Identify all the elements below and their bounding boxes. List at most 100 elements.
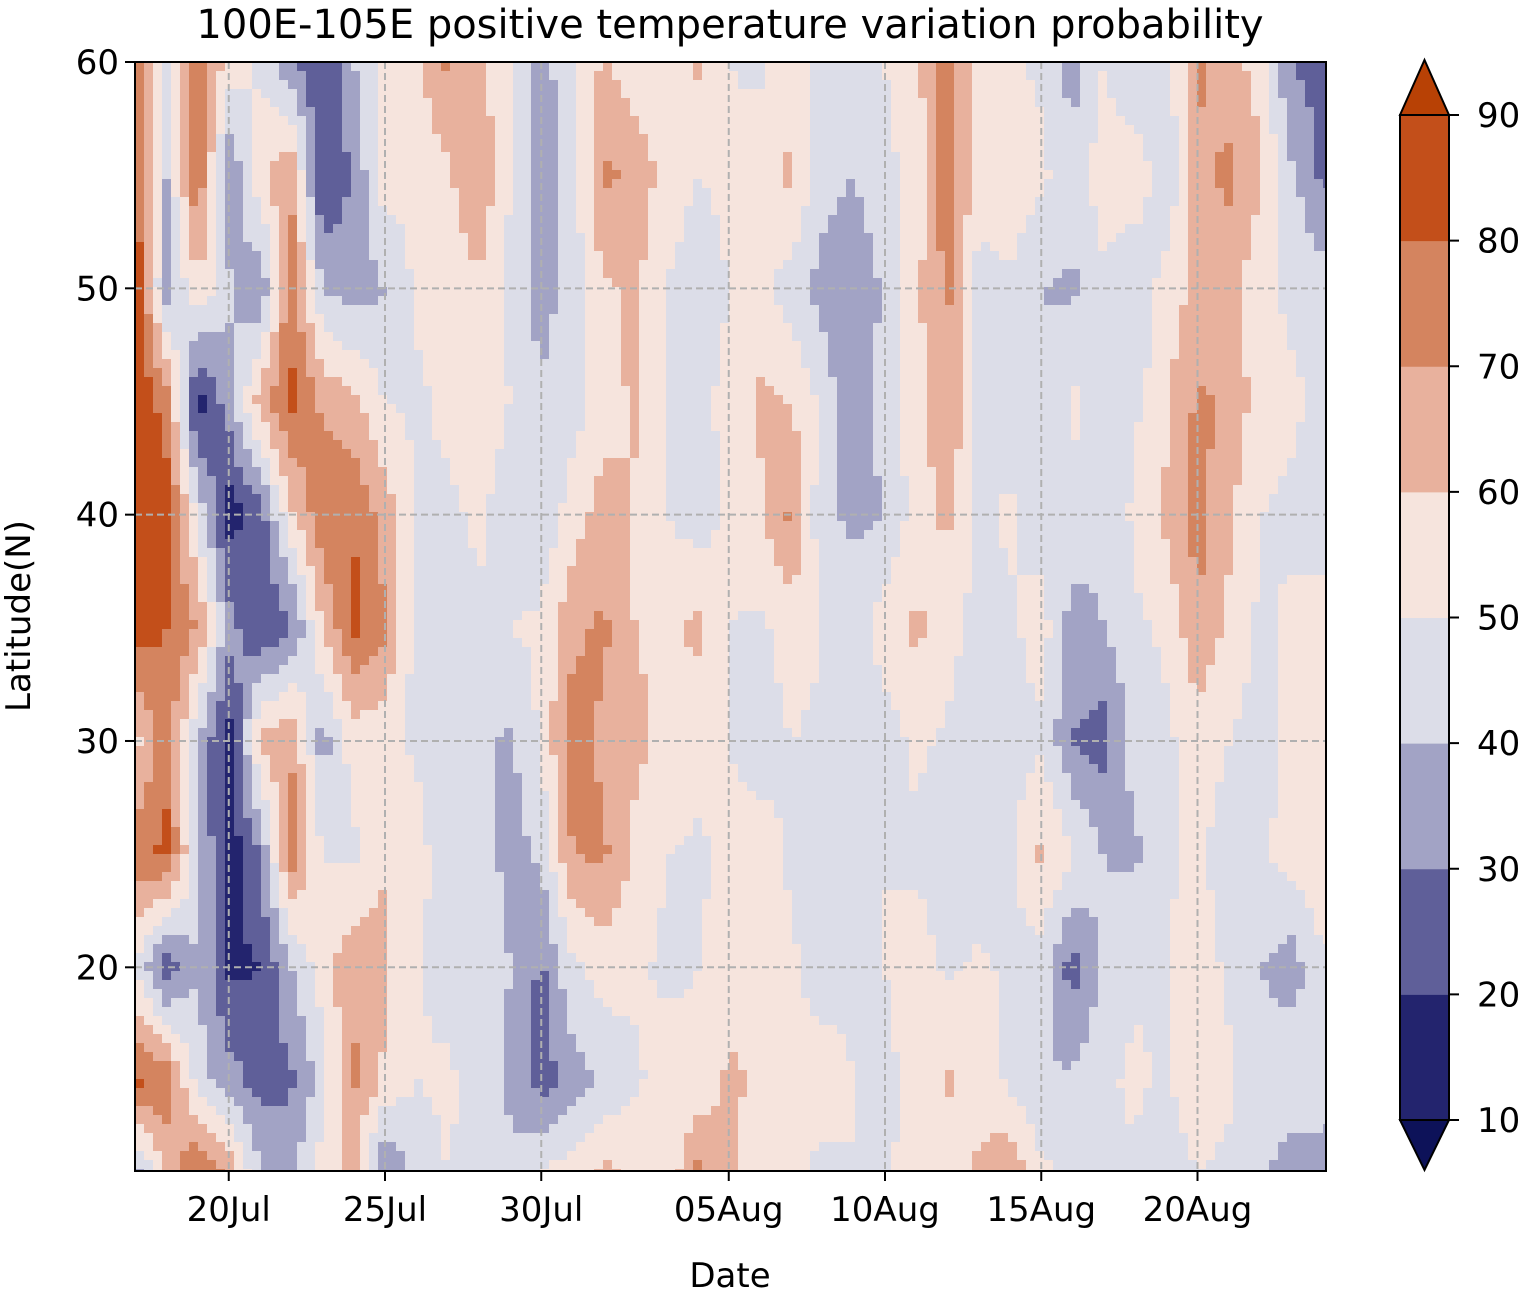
contour-cell xyxy=(729,188,739,198)
contour-cell xyxy=(684,233,694,243)
contour-cell xyxy=(486,80,496,90)
contour-cell xyxy=(513,170,523,180)
contour-cell xyxy=(396,350,406,360)
contour-cell xyxy=(585,260,595,270)
contour-cell xyxy=(801,170,811,180)
contour-cell xyxy=(1260,125,1270,135)
contour-cell xyxy=(612,260,622,270)
contour-cell xyxy=(261,314,271,324)
contour-cell xyxy=(855,341,865,351)
contour-cell xyxy=(189,170,199,180)
contour-cell xyxy=(621,116,631,126)
contour-cell xyxy=(1053,62,1063,72)
contour-cell xyxy=(657,278,667,288)
contour-cell xyxy=(1008,161,1018,171)
contour-cell xyxy=(459,359,469,369)
contour-cell xyxy=(468,269,478,279)
contour-cell xyxy=(765,116,775,126)
contour-cell xyxy=(837,314,847,324)
contour-cell xyxy=(504,143,514,153)
contour-cell xyxy=(756,305,766,315)
contour-cell xyxy=(1035,116,1045,126)
contour-cell xyxy=(441,314,451,324)
contour-cell xyxy=(1242,152,1252,162)
contour-cell xyxy=(747,341,757,351)
contour-cell xyxy=(693,98,703,108)
contour-cell xyxy=(909,215,919,225)
contour-cell xyxy=(495,341,505,351)
contour-cell xyxy=(558,98,568,108)
contour-cell xyxy=(981,278,991,288)
contour-cell xyxy=(972,359,982,369)
contour-cell xyxy=(684,170,694,180)
contour-cell xyxy=(189,287,199,297)
contour-cell xyxy=(351,143,361,153)
contour-cell xyxy=(369,134,379,144)
contour-cell xyxy=(1323,242,1326,252)
contour-cell xyxy=(315,107,325,117)
contour-cell xyxy=(756,80,766,90)
contour-cell xyxy=(423,188,433,198)
contour-cell xyxy=(1170,242,1180,252)
contour-cell xyxy=(1071,152,1081,162)
contour-cell xyxy=(576,98,586,108)
contour-cell xyxy=(504,224,514,234)
contour-cell xyxy=(1278,368,1288,378)
contour-cell xyxy=(693,350,703,360)
contour-cell xyxy=(1224,143,1234,153)
contour-cell xyxy=(396,359,406,369)
contour-cell xyxy=(594,170,604,180)
contour-cell xyxy=(540,314,550,324)
contour-cell xyxy=(1089,89,1099,99)
contour-cell xyxy=(1170,260,1180,270)
contour-cell xyxy=(387,152,397,162)
contour-cell xyxy=(1170,197,1180,207)
contour-cell xyxy=(387,305,397,315)
contour-cell xyxy=(1062,296,1072,306)
contour-cell xyxy=(486,215,496,225)
contour-cell xyxy=(675,395,685,405)
contour-cell xyxy=(639,80,649,90)
contour-cell xyxy=(1287,152,1297,162)
contour-cell xyxy=(279,125,289,135)
contour-cell xyxy=(288,287,298,297)
contour-cell xyxy=(207,359,217,369)
contour-cell xyxy=(378,350,388,360)
contour-cell xyxy=(459,278,469,288)
contour-cell xyxy=(495,332,505,342)
contour-cell xyxy=(594,341,604,351)
contour-cell xyxy=(855,323,865,333)
contour-cell xyxy=(234,80,244,90)
contour-cell xyxy=(180,332,190,342)
contour-cell xyxy=(351,260,361,270)
contour-cell xyxy=(225,179,235,189)
contour-cell xyxy=(621,287,631,297)
contour-cell xyxy=(1017,377,1027,387)
contour-cell xyxy=(189,224,199,234)
contour-cell xyxy=(855,89,865,99)
contour-cell xyxy=(342,269,352,279)
contour-cell xyxy=(450,359,460,369)
contour-cell xyxy=(657,305,667,315)
contour-cell xyxy=(639,332,649,342)
contour-cell xyxy=(198,224,208,234)
contour-cell xyxy=(1179,350,1189,360)
contour-cell xyxy=(603,260,613,270)
contour-cell xyxy=(702,350,712,360)
contour-cell xyxy=(711,287,721,297)
contour-cell xyxy=(468,377,478,387)
contour-cell xyxy=(1152,215,1162,225)
contour-cell xyxy=(315,179,325,189)
contour-cell xyxy=(1179,278,1189,288)
contour-cell xyxy=(171,152,181,162)
contour-cell xyxy=(288,179,298,189)
contour-cell xyxy=(342,170,352,180)
contour-cell xyxy=(747,233,757,243)
contour-cell xyxy=(738,161,748,171)
contour-cell xyxy=(1251,152,1261,162)
contour-cell xyxy=(1287,80,1297,90)
contour-cell xyxy=(423,197,433,207)
contour-cell xyxy=(216,170,226,180)
contour-cell xyxy=(261,296,271,306)
contour-cell xyxy=(315,62,325,72)
